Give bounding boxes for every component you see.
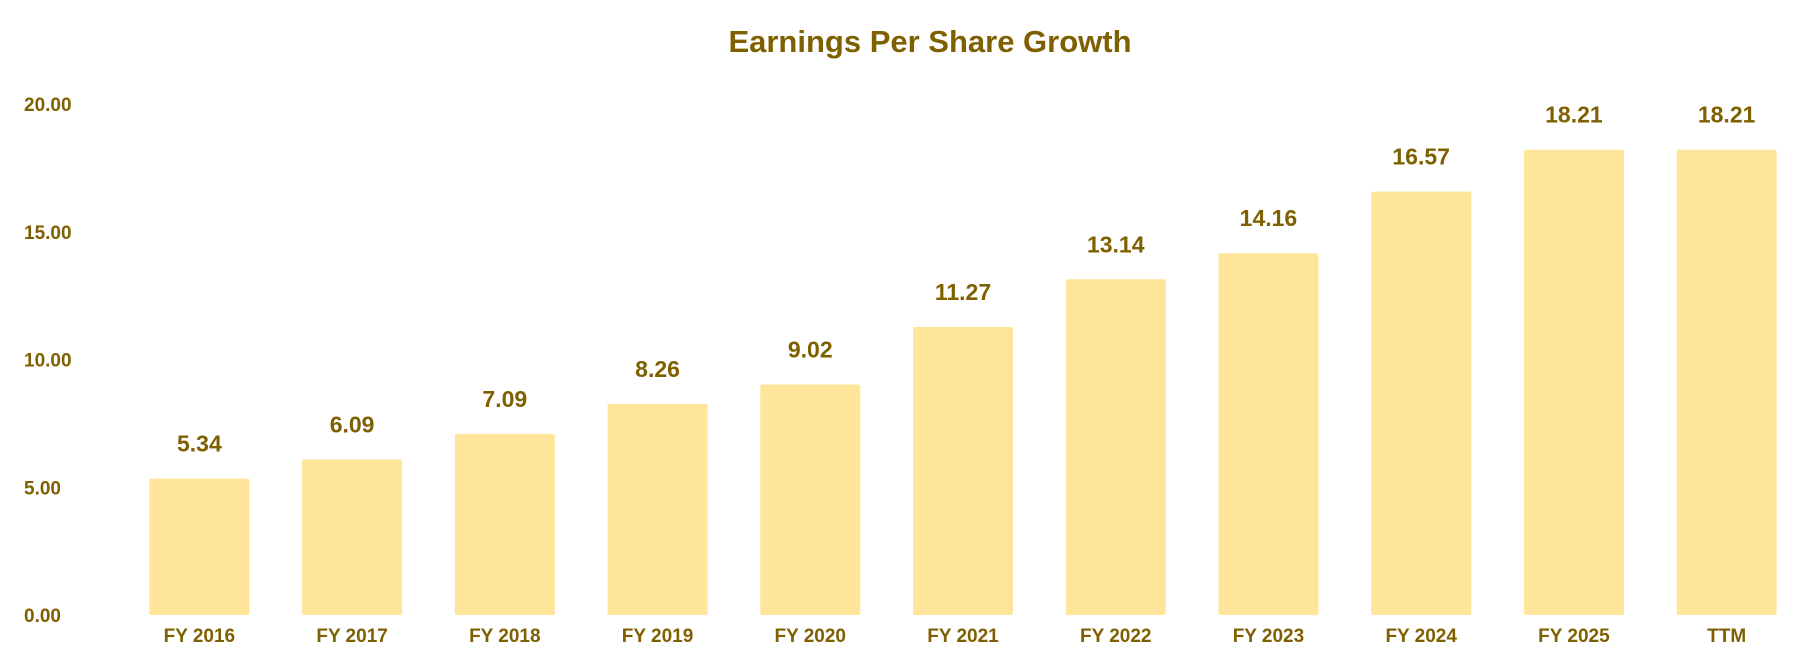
bar (1065, 279, 1166, 615)
y-tick-label: 20.00 (24, 95, 72, 116)
value-labels-group: 5.34 6.09 7.09 8.26 9.02 11.27 13.14 14.16 16.57… (177, 102, 1756, 457)
bar (149, 478, 250, 615)
data-label: 13.14 (1087, 231, 1145, 257)
x-tick-label: FY 2016 (164, 626, 235, 647)
data-label: 16.57 (1392, 144, 1450, 170)
bar (913, 327, 1013, 615)
bar (454, 433, 555, 615)
x-tick-label: TTM (1707, 626, 1746, 647)
x-axis: FY 2016 FY 2017 FY 2018 FY 2019 FY 2020 FY 20… (164, 626, 1747, 647)
y-tick-label: 5.00 (24, 478, 61, 499)
y-tick-label: 10.00 (24, 351, 72, 372)
bar (607, 403, 708, 615)
x-tick-label: FY 2023 (1233, 626, 1304, 647)
x-tick-label: FY 2017 (316, 626, 387, 647)
bar (1371, 191, 1472, 615)
data-label: 5.34 (177, 431, 222, 457)
bar (1676, 149, 1777, 615)
bars-group (149, 149, 1777, 615)
x-tick-label: FY 2018 (469, 626, 540, 647)
chart-title: Earnings Per Share Growth (728, 24, 1131, 59)
bar (1218, 253, 1319, 615)
data-label: 11.27 (935, 279, 991, 305)
data-label: 18.21 (1545, 102, 1603, 128)
x-tick-label: FY 2025 (1538, 626, 1610, 647)
x-tick-label: FY 2020 (775, 626, 846, 647)
x-tick-label: FY 2022 (1080, 626, 1151, 647)
data-label: 6.09 (330, 411, 375, 437)
bar (302, 459, 403, 615)
x-tick-label: FY 2024 (1385, 626, 1457, 647)
data-label: 9.02 (788, 337, 833, 363)
data-label: 7.09 (482, 386, 527, 412)
bar (1523, 149, 1624, 615)
data-label: 18.21 (1698, 102, 1756, 128)
y-tick-label: 15.00 (24, 223, 72, 244)
x-tick-label: FY 2019 (622, 626, 693, 647)
y-tick-label: 0.00 (24, 606, 61, 627)
x-tick-label: FY 2021 (927, 626, 999, 647)
data-label: 8.26 (635, 356, 680, 382)
y-axis: 0.00 5.00 10.00 15.00 20.00 (24, 95, 72, 627)
data-label: 14.16 (1240, 205, 1298, 231)
bar (760, 384, 861, 615)
